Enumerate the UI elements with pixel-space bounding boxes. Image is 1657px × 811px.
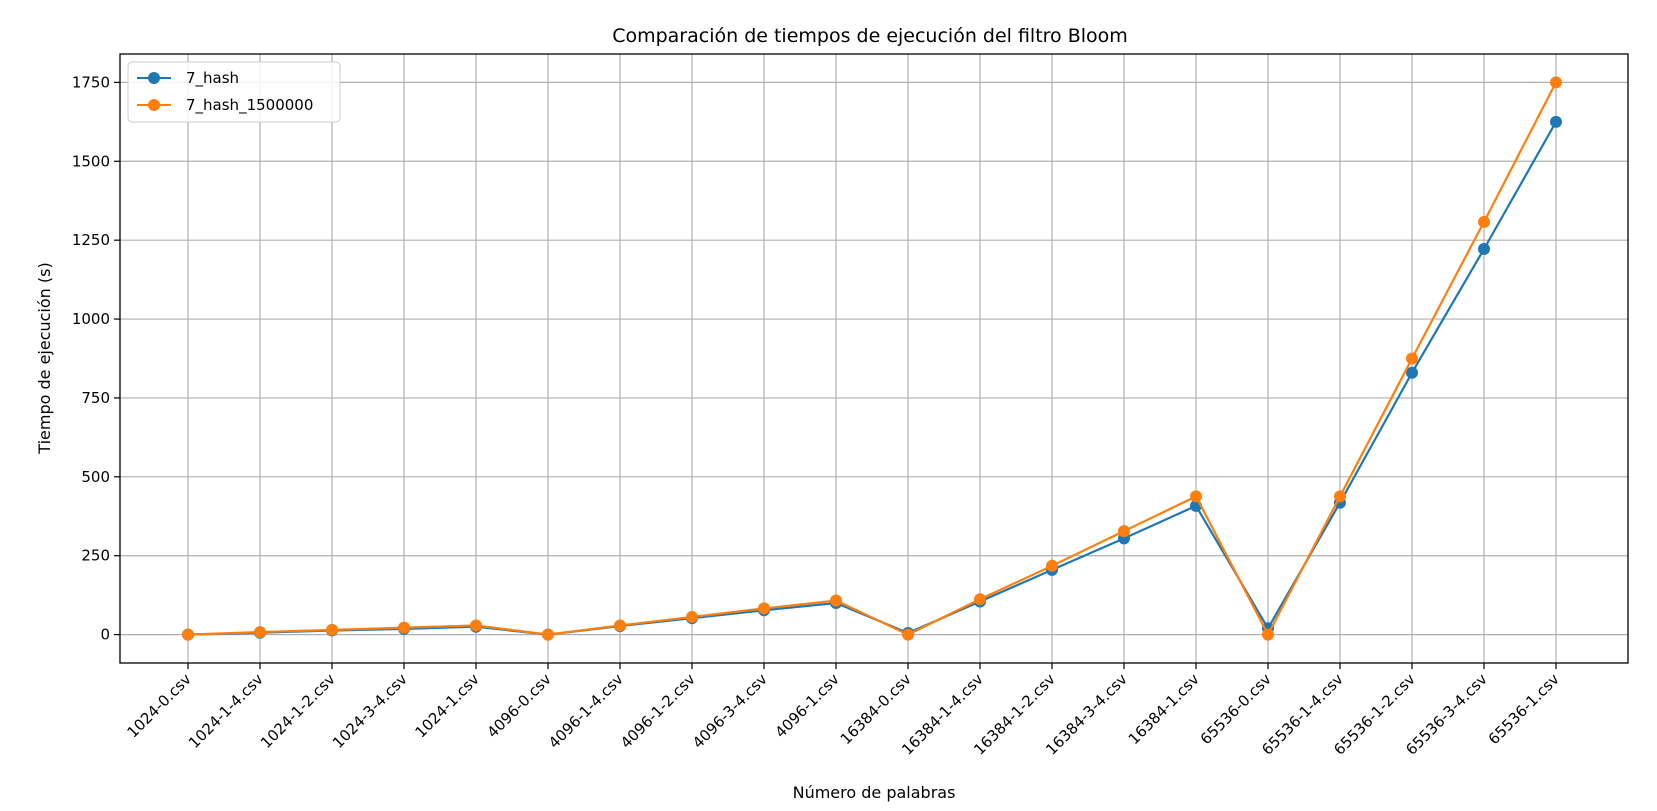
- plot-frame: [119, 53, 1629, 664]
- data-point: [1046, 559, 1058, 572]
- data-point: [1478, 215, 1490, 228]
- y-tick-label: 1250: [72, 231, 110, 249]
- data-point: [830, 594, 842, 607]
- data-point: [326, 623, 338, 636]
- data-point: [182, 628, 194, 641]
- legend-box: [127, 61, 341, 123]
- data-point: [1550, 115, 1562, 128]
- data-point: [542, 628, 554, 641]
- data-point: [1406, 352, 1418, 365]
- data-point: [1190, 490, 1202, 503]
- data-point: [614, 619, 626, 632]
- data-point: [686, 610, 698, 623]
- series-1: [182, 76, 1562, 641]
- y-tick-label: 1750: [72, 73, 110, 91]
- data-point: [1550, 76, 1562, 89]
- data-point: [1478, 243, 1490, 256]
- legend: 7_hash 7_hash_1500000: [127, 61, 341, 123]
- legend-label-7-hash: 7_hash: [186, 69, 239, 88]
- data-point: [758, 602, 770, 615]
- y-tick-label: 500: [81, 468, 110, 486]
- y-axis-label: Tiempo de ejecución (s): [35, 262, 54, 454]
- data-point: [398, 621, 410, 634]
- y-tick-label: 250: [81, 547, 110, 565]
- data-point: [974, 593, 986, 606]
- legend-label-7-hash-1500000: 7_hash_1500000: [186, 96, 313, 115]
- data-point: [1118, 525, 1130, 538]
- y-axis: 0 250 500 750 1000 1250 1500 1750: [72, 73, 120, 644]
- legend-marker-7-hash-1500000: [148, 99, 160, 111]
- y-tick-label: 0: [100, 626, 110, 644]
- y-tick-label: 750: [81, 389, 110, 407]
- series-layer: [182, 76, 1562, 641]
- x-axis-label: Número de palabras: [793, 783, 956, 802]
- data-point: [1262, 628, 1274, 641]
- data-point: [254, 626, 266, 639]
- y-tick-label: 1500: [72, 152, 110, 170]
- grid: [120, 54, 1628, 663]
- series-line: [187, 81, 1557, 637]
- y-tick-label: 1000: [72, 310, 110, 328]
- legend-marker-7-hash: [148, 72, 160, 84]
- data-point: [902, 628, 914, 641]
- data-point: [1406, 366, 1418, 379]
- data-point: [470, 619, 482, 632]
- chart-title: Comparación de tiempos de ejecución del …: [612, 25, 1128, 47]
- data-point: [1334, 490, 1346, 503]
